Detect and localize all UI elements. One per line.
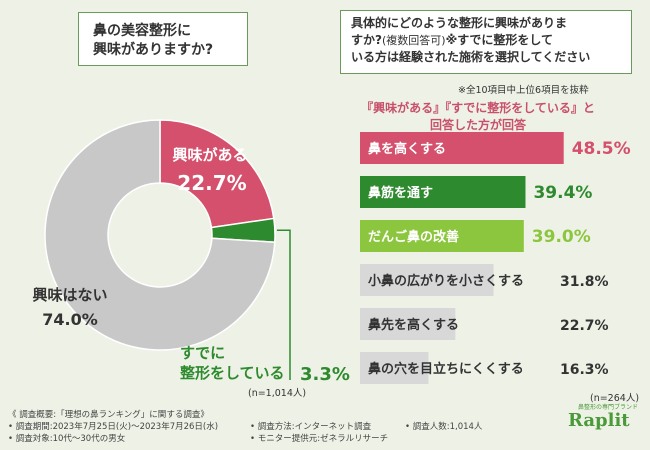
selection-note: ※全10項目中上位6項目を抜粋: [458, 85, 589, 96]
left-sample-size: (n=1,014人): [248, 388, 307, 399]
pie-label-already-2: 整形をしている: [180, 364, 285, 382]
bar-value-3: 31.8%: [560, 274, 609, 290]
right-question-line1: 具体的にどのような整形に興味がありま: [351, 16, 568, 30]
logo-tagline: 鼻整形の専門ブランド: [578, 404, 639, 411]
right-subtitle: 『興味がある』『すでに整形をしている』と 回答した方が回答: [358, 100, 598, 134]
pie-value-not-interested: 74.0%: [42, 310, 98, 329]
footer-method: • 調査方法:インターネット調査: [250, 422, 372, 432]
right-question-line3: いる方は経験された施術を選択してください: [351, 50, 591, 64]
bar-value-4: 22.7%: [560, 318, 609, 334]
left-question: 鼻の美容整形に 興味がありますか?: [93, 22, 213, 60]
pie-value-interested: 22.7%: [177, 171, 246, 195]
bar-3: [360, 264, 494, 296]
pie-label-interested: 興味がある: [172, 146, 247, 164]
bar-category-4: 鼻先を高くする: [368, 317, 459, 333]
raplit-logo: 鼻整形の専門ブランド Raplit: [568, 404, 638, 431]
footer-target: • 調査対象:10代〜30代の男女: [8, 434, 126, 444]
bar-5: [360, 352, 429, 384]
bar-value-5: 16.3%: [560, 362, 609, 378]
bar-category-2: だんご鼻の改善: [368, 229, 459, 245]
bar-value-1: 39.4%: [533, 183, 592, 203]
bar-category-5: 鼻の穴を目立ちにくくする: [368, 361, 524, 377]
right-subtitle-line1: 『興味がある』『すでに整形をしている』と: [361, 101, 595, 115]
bar-value-0: 48.5%: [572, 139, 631, 159]
pie-label-already-1: すでに: [180, 344, 225, 362]
bar-4: [360, 308, 456, 340]
right-question-line2-small: (複数回答可): [381, 34, 446, 47]
bar-category-1: 鼻筋を通す: [368, 185, 433, 201]
bar-category-0: 鼻を高くする: [368, 141, 446, 157]
pie-slice-2: [44, 119, 276, 351]
pie-label-not-interested: 興味はない: [32, 286, 107, 304]
right-question-line2: すか?(複数回答可)※すでに整形をして: [351, 32, 623, 49]
footer-period: • 調査期間:2023年7月25日(火)〜2023年7月26日(水): [8, 422, 219, 432]
pie-leader-line: [276, 229, 291, 380]
footer-summary: 《 調査概要:「理想の鼻ランキング」に関する調査》: [8, 410, 209, 420]
left-question-box: 鼻の美容整形に 興味がありますか?: [78, 12, 248, 66]
logo-brand: Raplit: [568, 410, 630, 431]
bar-value-2: 39.0%: [532, 227, 591, 247]
bar-0: [360, 132, 564, 164]
bar-category-3: 小鼻の広がりを小さくする: [368, 273, 524, 289]
right-question-line2-main: すか?: [351, 33, 382, 47]
bar-1: [360, 176, 526, 208]
pie-value-already: 3.3%: [300, 364, 350, 385]
right-question: 具体的にどのような整形に興味がありま すか?(複数回答可)※すでに整形をして い…: [351, 15, 623, 66]
pie-slice-0: [159, 119, 275, 229]
right-subtitle-line2: 回答した方が回答: [429, 118, 526, 132]
left-question-line2: 興味がありますか?: [93, 42, 214, 58]
bar-2: [360, 220, 524, 252]
right-question-box: 具体的にどのような整形に興味がありま すか?(複数回答可)※すでに整形をして い…: [340, 10, 632, 74]
left-question-line1: 鼻の美容整形に: [93, 23, 191, 39]
right-question-line2-tail: ※すでに整形をして: [445, 33, 553, 47]
footer-provider: • モニター提供元:ゼネラルリサーチ: [250, 434, 389, 444]
footer-count: • 調査人数:1,014人: [405, 422, 483, 432]
right-sample-size: (n=264人): [590, 393, 640, 404]
